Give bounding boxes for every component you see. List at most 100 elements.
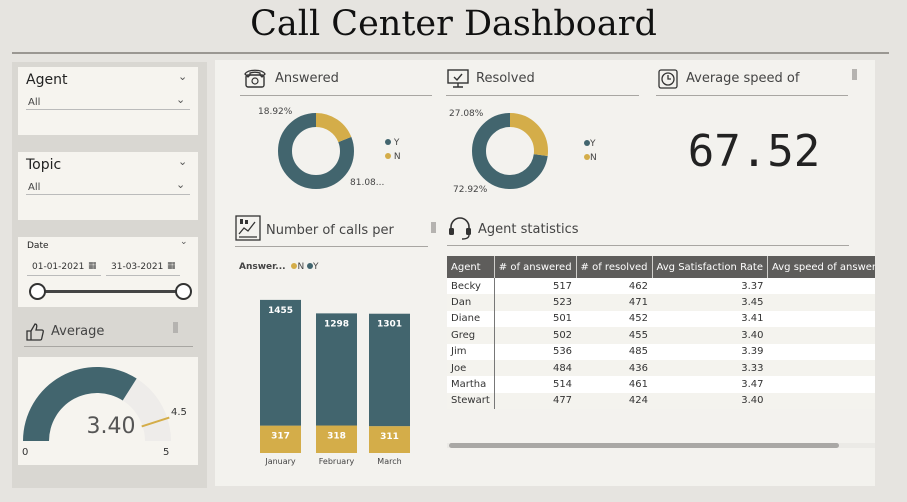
legend-item-n[interactable]: N [584, 153, 597, 163]
cell-satisfaction: 3.33 [652, 359, 768, 377]
data-label-y: 1301 [377, 320, 402, 330]
avg-speed-title: Average speed of [686, 71, 800, 86]
table-scrollbar-thumb[interactable] [449, 443, 839, 448]
agent-dropdown-value[interactable]: All [28, 97, 41, 108]
column-header-satisfaction[interactable]: Avg Satisfaction Rate [652, 256, 768, 278]
legend-label-y: Y [393, 138, 400, 148]
donut-slice-n[interactable] [472, 113, 548, 189]
x-tick-label: February [319, 457, 355, 466]
end-date-input[interactable]: 31-03-2021 ▦ [106, 258, 180, 276]
legend-label-y[interactable]: Y [313, 262, 319, 272]
scroll-stub[interactable] [431, 222, 436, 233]
column-header-speed[interactable]: Avg speed of answer [767, 256, 875, 278]
x-tick-label: January [264, 457, 296, 466]
cell-answered: 536 [494, 343, 577, 360]
end-date-value: 31-03-2021 [111, 262, 164, 272]
dropdown-underline [26, 194, 190, 195]
scroll-stub[interactable] [173, 322, 178, 333]
cell-answered: 477 [494, 392, 577, 410]
gauge-target-marker [141, 416, 170, 428]
topic-slicer: Topic ⌄ All ⌄ [18, 152, 198, 220]
answered-n-label: 18.92% [258, 107, 293, 117]
monitor-check-icon [447, 69, 469, 88]
bar-y-march[interactable] [369, 313, 410, 427]
avg-speed-value: 67.52 [687, 126, 821, 177]
page-title: Call Center Dashboard [250, 4, 657, 44]
date-slicer: Date ⌄ 01-01-2021 ▦ 31-03-2021 ▦ [18, 237, 198, 307]
headset-icon [449, 217, 471, 240]
answered-donut [278, 113, 354, 189]
bar-y-february[interactable] [316, 313, 357, 426]
bar-y-january[interactable] [260, 299, 301, 426]
legend-title: Answer... [239, 262, 286, 272]
chevron-down-icon[interactable]: ⌄ [176, 178, 186, 191]
topic-dropdown-value[interactable]: All [28, 182, 41, 193]
answered-title: Answered [275, 71, 339, 86]
calendar-icon[interactable]: ▦ [167, 261, 176, 271]
cell-speed [767, 359, 875, 377]
date-slicer-label: Date [27, 241, 49, 251]
table-row[interactable]: Martha 514 461 3.47 [447, 376, 875, 393]
legend-item-y[interactable]: Y [584, 139, 597, 149]
legend-label-y: Y [590, 139, 596, 149]
chevron-down-icon[interactable]: ⌄ [178, 70, 188, 83]
scroll-stub[interactable] [852, 69, 857, 80]
title-divider [12, 52, 889, 54]
table-row[interactable]: Greg 502 455 3.40 [447, 327, 875, 344]
calls-chart-underline [235, 246, 428, 247]
legend-dot-y [307, 263, 314, 269]
table-row[interactable]: Dan 523 471 3.45 [447, 294, 875, 311]
bar-n-march[interactable] [369, 426, 410, 453]
range-start-handle[interactable] [29, 283, 46, 300]
cell-resolved: 462 [576, 278, 652, 295]
data-label-n: 311 [380, 432, 399, 442]
range-end-handle[interactable] [175, 283, 192, 300]
cell-speed [767, 278, 875, 295]
cell-resolved: 436 [576, 359, 652, 377]
column-header-resolved[interactable]: # of resolved [576, 256, 653, 278]
column-header-answered[interactable]: # of answered [494, 256, 577, 278]
data-label-y: 1455 [268, 306, 293, 316]
resolved-underline [446, 95, 639, 96]
answered-underline [240, 95, 432, 96]
answered-y-label: 81.08... [350, 178, 385, 188]
cell-resolved: 485 [576, 343, 652, 360]
table-row[interactable]: Stewart 477 424 3.40 [447, 392, 875, 410]
legend-label-n: N [590, 153, 597, 163]
cell-agent: Joe [447, 359, 495, 377]
cell-satisfaction: 3.39 [652, 343, 768, 360]
table-row[interactable]: Jim 536 485 3.39 [447, 343, 875, 360]
column-header-agent[interactable]: Agent [447, 256, 495, 278]
donut-slice-n[interactable] [278, 113, 354, 189]
legend-item-y[interactable]: Y [385, 138, 401, 148]
legend-item-n[interactable]: N [385, 152, 401, 162]
cell-satisfaction: 3.40 [652, 392, 768, 410]
legend-label-n[interactable]: N [297, 262, 305, 272]
cell-agent: Martha [447, 376, 495, 393]
chevron-down-icon[interactable]: ⌄ [180, 237, 188, 247]
table-row[interactable]: Diane 501 452 3.41 [447, 310, 875, 328]
start-date-input[interactable]: 01-01-2021 ▦ [27, 258, 101, 276]
cell-speed [767, 376, 875, 393]
cell-agent: Jim [447, 343, 495, 360]
telephone-icon [244, 69, 266, 88]
cell-speed [767, 343, 875, 360]
bar-n-february[interactable] [316, 425, 357, 453]
chevron-down-icon[interactable]: ⌄ [178, 155, 188, 168]
chevron-down-icon[interactable]: ⌄ [176, 93, 186, 106]
cell-answered: 523 [494, 294, 577, 311]
resolved-donut [472, 113, 548, 189]
cell-satisfaction: 3.41 [652, 310, 768, 328]
cell-satisfaction: 3.37 [652, 278, 768, 295]
table-row[interactable]: Joe 484 436 3.33 [447, 359, 875, 377]
table-row[interactable]: Becky 517 462 3.37 [447, 278, 875, 295]
agent-stats-table-wrapper: Agent # of answered # of resolved Avg Sa… [447, 256, 875, 414]
cell-speed [767, 327, 875, 344]
bar-n-january[interactable] [260, 425, 301, 453]
calls-chart-legend: Answer... N Y [239, 262, 319, 272]
gauge-target: 4.5 [171, 407, 187, 418]
cell-resolved: 452 [576, 310, 652, 328]
calendar-icon[interactable]: ▦ [88, 261, 97, 271]
gauge-min: 0 [22, 447, 29, 458]
dropdown-underline [26, 109, 190, 110]
